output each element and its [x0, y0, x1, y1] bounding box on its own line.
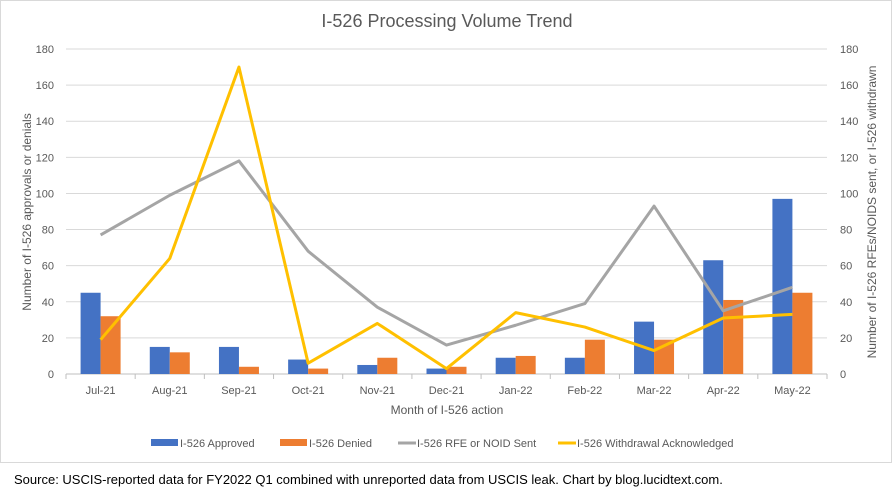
y-right-tick-label: 60 [840, 261, 852, 273]
y-right-tick-label: 40 [840, 297, 852, 309]
x-tick-label: Dec-21 [429, 385, 464, 397]
legend-label: I-526 Withdrawal Acknowledged [577, 438, 734, 450]
bar-i-526-approved [564, 357, 585, 374]
x-tick-label: Apr-22 [707, 385, 740, 397]
y-right-tick-label: 0 [840, 369, 846, 381]
bar-i-526-denied [446, 366, 467, 374]
y-left-tick-label: 60 [42, 261, 54, 273]
bar-i-526-approved [149, 346, 170, 374]
x-tick-label: Mar-22 [637, 385, 672, 397]
gridlines [66, 48, 827, 375]
line-i-526-withdrawal-acknowledged [99, 65, 793, 371]
y-left-tick-label: 160 [36, 80, 54, 92]
y-left-tick-label: 20 [42, 333, 54, 345]
bar-i-526-approved [495, 357, 516, 374]
y-axis-right-label: Number of I-526 RFEs/NOIDS sent, or I-52… [865, 66, 879, 359]
x-tick-label: Feb-22 [567, 385, 602, 397]
y-left-tick-label: 100 [36, 188, 54, 200]
source-note: Source: USCIS-reported data for FY2022 Q… [14, 472, 723, 487]
y-left-tick-label: 40 [42, 297, 54, 309]
legend-swatch [151, 439, 178, 446]
y-left-tick-label: 140 [36, 116, 54, 128]
x-tick-label: Nov-21 [360, 385, 395, 397]
y-right-tick-label: 20 [840, 333, 852, 345]
bar-i-526-approved [288, 359, 309, 374]
y-axis-left-label: Number of I-526 approvals or denials [20, 113, 34, 310]
bars [80, 198, 813, 374]
y-right-tick-label: 80 [840, 225, 852, 237]
bar-i-526-denied [792, 292, 813, 374]
bar-i-526-approved [426, 368, 447, 374]
bar-i-526-approved [772, 198, 793, 374]
right-axis-ticks: 0 20 40 60 80 100 120 140 160 180 [840, 44, 858, 381]
y-right-tick-label: 120 [840, 152, 858, 164]
y-right-tick-label: 160 [840, 80, 858, 92]
y-left-tick-label: 180 [36, 44, 54, 56]
x-tick-label: Oct-21 [292, 385, 325, 397]
legend: I-526 Approved I-526 Denied I-526 RFE or N… [151, 438, 734, 450]
bar-i-526-denied [584, 339, 605, 374]
legend-label: I-526 RFE or NOID Sent [417, 438, 536, 450]
legend-swatch [280, 439, 307, 446]
bar-i-526-denied [238, 366, 259, 374]
bar-i-526-approved [703, 260, 724, 374]
x-tick-label: Jul-21 [86, 385, 116, 397]
bar-i-526-approved [357, 364, 378, 374]
bar-i-526-approved [80, 292, 101, 374]
lines [99, 65, 793, 371]
y-left-tick-label: 80 [42, 225, 54, 237]
chart-frame [0, 0, 892, 463]
bar-i-526-approved [218, 346, 239, 374]
y-right-tick-label: 140 [840, 116, 858, 128]
x-axis-label: Month of I-526 action [391, 403, 504, 417]
y-left-tick-label: 120 [36, 152, 54, 164]
x-tick-label: Aug-21 [152, 385, 187, 397]
bar-i-526-denied [100, 316, 121, 374]
bar-i-526-denied [169, 352, 190, 374]
line-i-526-rfe-or-noid-sent [99, 159, 793, 347]
bar-i-526-denied [515, 355, 536, 374]
y-right-tick-label: 180 [840, 44, 858, 56]
left-axis-ticks: 0 20 40 60 80 100 120 140 160 180 [36, 44, 54, 381]
chart: I-526 Processing Volume Trend 0 20 40 60 80 1… [20, 11, 879, 450]
y-right-tick-label: 100 [840, 188, 858, 200]
x-axis-ticks: Jul-21 Aug-21 Sep-21 Oct-21 Nov-21 Dec-21 Jan-… [65, 374, 828, 397]
bar-i-526-denied [377, 357, 398, 374]
legend-label: I-526 Denied [309, 438, 372, 450]
x-tick-label: May-22 [774, 385, 811, 397]
bar-i-526-denied [308, 368, 329, 374]
legend-label: I-526 Approved [180, 438, 255, 450]
x-tick-label: Sep-21 [221, 385, 256, 397]
x-tick-label: Jan-22 [499, 385, 533, 397]
chart-title: I-526 Processing Volume Trend [321, 11, 572, 31]
y-left-tick-label: 0 [48, 369, 54, 381]
